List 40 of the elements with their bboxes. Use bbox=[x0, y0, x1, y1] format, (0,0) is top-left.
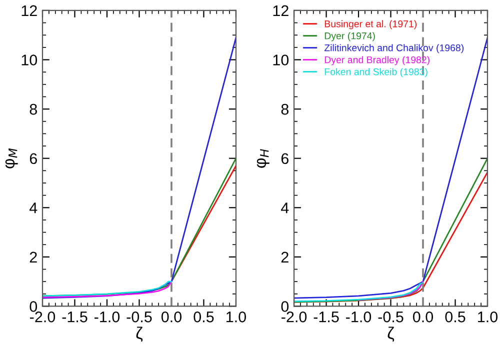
y-tick-label: 12 bbox=[273, 5, 288, 16]
legend-label: Dyer and Bradley (1982) bbox=[324, 56, 430, 66]
y-tick-label: 12 bbox=[22, 5, 37, 16]
x-tick-label: -0.5 bbox=[126, 312, 152, 322]
x-axis-title: ζ bbox=[388, 326, 394, 342]
legend-label: Dyer (1974) bbox=[324, 32, 375, 42]
x-tick-label: -1.5 bbox=[62, 312, 88, 322]
y-axis-title: φ$_{H}$ bbox=[256, 149, 270, 168]
y-tick-label: 10 bbox=[22, 54, 38, 66]
y-tick-label: 0 bbox=[30, 301, 38, 312]
x-tick-label: -1.0 bbox=[346, 312, 372, 322]
y-tick-label: 10 bbox=[273, 54, 289, 66]
y-tick-label: 8 bbox=[281, 104, 288, 115]
y-tick-label: 0 bbox=[281, 301, 289, 312]
x-axis-title: ζ bbox=[136, 326, 143, 342]
line-series bbox=[294, 282, 424, 302]
legend-label: Businger et al. (1971) bbox=[324, 20, 417, 30]
y-tick-label: 4 bbox=[281, 202, 289, 214]
line-series bbox=[42, 36, 236, 299]
x-tick-label: 1.0 bbox=[226, 312, 246, 322]
x-tick-label: -1.0 bbox=[94, 312, 120, 322]
x-tick-label: -1.5 bbox=[314, 312, 339, 322]
y-tick-label: 8 bbox=[30, 104, 37, 115]
x-tick-label: 1.0 bbox=[478, 312, 498, 322]
x-tick-label: 0.5 bbox=[445, 312, 466, 322]
y-tick-label: 2 bbox=[281, 252, 288, 262]
legend-label: Zilitinkevich and Chalikov (1968) bbox=[324, 44, 464, 54]
y-tick-label: 6 bbox=[30, 153, 37, 164]
x-tick-label: 0.5 bbox=[194, 312, 214, 322]
x-tick-label: -0.5 bbox=[378, 312, 404, 322]
legend-label: Foken and Skeib (1983) bbox=[324, 68, 428, 78]
y-tick-label: 2 bbox=[30, 252, 37, 262]
y-axis-title: φ$_{M}$ bbox=[5, 148, 18, 168]
line-series bbox=[358, 280, 424, 301]
y-tick-label: 4 bbox=[29, 202, 38, 214]
x-tick-label: -2.0 bbox=[30, 312, 56, 322]
y-tick-label: 6 bbox=[281, 153, 288, 164]
x-tick-label: -2.0 bbox=[282, 312, 307, 322]
x-tick-label: 0.0 bbox=[161, 312, 182, 322]
x-tick-label: 0.0 bbox=[412, 312, 434, 322]
